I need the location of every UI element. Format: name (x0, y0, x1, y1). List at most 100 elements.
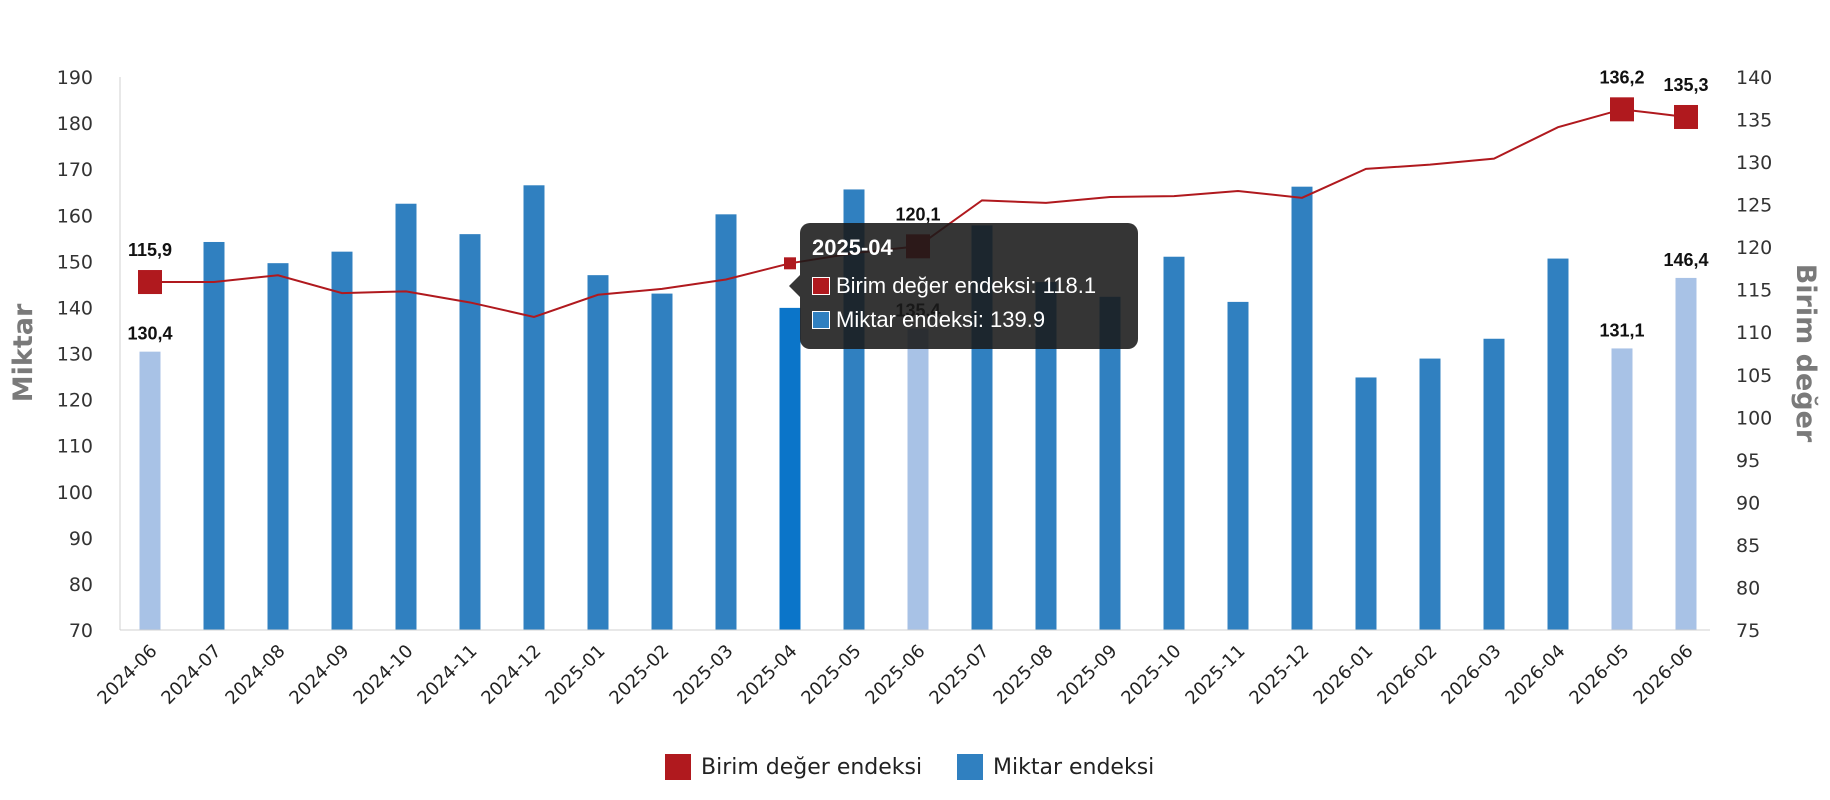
x-tick-label: 2025-10 (1117, 641, 1185, 709)
y-right-tick-label: 95 (1736, 450, 1760, 472)
x-tick-label: 2024-08 (221, 641, 289, 709)
x-tick-label: 2024-10 (349, 641, 417, 709)
x-tick-label: 2026-03 (1437, 641, 1505, 709)
y-right-tick-label: 90 (1736, 492, 1760, 514)
x-tick-label: 2024-09 (285, 641, 353, 709)
bar-2025-06 (907, 328, 929, 630)
y-right-tick-label: 100 (1736, 407, 1772, 429)
x-tick-label: 2025-02 (605, 641, 673, 709)
y-left-tick-label: 90 (69, 528, 93, 550)
y-right-tick-label: 125 (1736, 195, 1772, 217)
bar-2024-09 (331, 251, 353, 631)
tooltip-swatch-birim (812, 277, 830, 295)
tooltip-text-miktar: Miktar endeksi: 139.9 (836, 307, 1046, 332)
x-tick-label: 2025-09 (1053, 641, 1121, 709)
legend-swatch (957, 754, 983, 780)
bar-2025-01 (587, 275, 609, 630)
tooltip-text-birim: Birim değer endeksi: 118.1 (836, 273, 1097, 298)
line-data-label: 115,9 (128, 240, 172, 260)
x-tick-label: 2025-08 (989, 641, 1057, 709)
bar-2025-03 (715, 214, 737, 630)
y-left-tick-label: 70 (69, 620, 93, 642)
line-marker-2026-05 (1610, 97, 1634, 122)
tooltip-title: 2025-04 (812, 235, 893, 260)
y-axis-left-title: Miktar (8, 303, 39, 402)
y-left-tick-label: 100 (57, 482, 93, 504)
bar-2026-06 (1675, 277, 1697, 630)
y-left-tick-label: 190 (57, 67, 93, 89)
y-left-tick-label: 140 (57, 297, 93, 319)
y-right-tick-label: 140 (1736, 67, 1772, 89)
x-tick-label: 2025-05 (797, 641, 865, 709)
bar-2025-08 (1035, 282, 1057, 630)
bar-data-label: 146,4 (1663, 250, 1708, 270)
bar-2025-02 (651, 293, 673, 630)
bar-2024-07 (203, 241, 225, 630)
bar-2024-08 (267, 263, 289, 630)
y-right-tick-label: 75 (1736, 620, 1760, 642)
y-right-tick-label: 85 (1736, 535, 1760, 557)
bar-2025-09 (1099, 296, 1121, 630)
bar-2024-12 (523, 185, 545, 630)
bar-2026-04 (1547, 258, 1569, 630)
legend-label: Birim değer endeksi (701, 755, 922, 780)
x-tick-label: 2025-12 (1245, 641, 1313, 709)
y-left-tick-label: 120 (57, 390, 93, 412)
bar-2025-12 (1291, 186, 1313, 630)
legend-swatch (665, 754, 691, 780)
bar-2024-10 (395, 203, 417, 630)
x-tick-label: 2026-06 (1629, 641, 1697, 709)
y-left-tick-label: 160 (57, 205, 93, 227)
x-tick-label: 2024-12 (477, 641, 545, 709)
y-right-tick-label: 130 (1736, 152, 1772, 174)
tooltip-row-birim: Birim değer endeksi: 118.1 (812, 273, 1126, 299)
y-axis-right-title: Birim değer (1790, 264, 1821, 443)
y-right-tick-label: 135 (1736, 110, 1772, 132)
x-tick-label: 2025-03 (669, 641, 737, 709)
legend: Birim değer endeksi Miktar endeksi (665, 754, 1154, 780)
line-marker-2024-06 (138, 270, 162, 295)
y-right-tick-label: 80 (1736, 577, 1760, 599)
x-tick-label: 2024-11 (413, 641, 481, 709)
line-data-label: 135,3 (1663, 75, 1708, 95)
line-marker-2026-06 (1674, 104, 1698, 129)
tooltip-swatch-miktar (812, 311, 830, 329)
bar-2024-11 (459, 234, 481, 630)
y-left-tick-label: 80 (69, 574, 93, 596)
x-tick-label: 2025-06 (861, 641, 929, 709)
y-right-tick-label: 105 (1736, 365, 1772, 387)
y-left-tick-label: 150 (57, 251, 93, 273)
bar-2025-11 (1227, 301, 1249, 630)
bar-2026-01 (1355, 377, 1377, 630)
tooltip: 2025-04 Birim değer endeksi: 118.1 Mikta… (789, 223, 1138, 349)
bar-2026-02 (1419, 358, 1441, 630)
line-data-label: 136,2 (1599, 67, 1644, 87)
y-right-tick-label: 115 (1736, 280, 1772, 302)
y-left-tick-label: 170 (57, 159, 93, 181)
y-right-tick-label: 120 (1736, 237, 1772, 259)
bar-2026-03 (1483, 338, 1505, 630)
line-marker-hover (784, 257, 796, 270)
x-tick-label: 2026-04 (1501, 641, 1569, 709)
bar-series-miktar (139, 185, 1697, 631)
x-tick-label: 2025-11 (1181, 641, 1249, 709)
y-left-tick-label: 130 (57, 344, 93, 366)
tooltip-row-miktar: Miktar endeksi: 139.9 (812, 307, 1126, 333)
x-tick-label: 2026-05 (1565, 641, 1633, 709)
bar-data-label: 131,1 (1599, 320, 1644, 340)
y-right-tick-label: 110 (1736, 322, 1772, 344)
x-tick-label: 2025-01 (541, 641, 609, 709)
bar-data-label: 130,4 (127, 324, 172, 344)
y-left-tick-label: 180 (57, 113, 93, 135)
x-tick-label: 2026-01 (1309, 641, 1377, 709)
bar-2025-04 (779, 307, 801, 630)
y-left-tick-label: 110 (57, 436, 93, 458)
x-tick-label: 2025-07 (925, 641, 993, 709)
bar-2025-10 (1163, 256, 1185, 630)
bar-2026-05 (1611, 348, 1633, 630)
x-tick-label: 2025-04 (733, 641, 801, 709)
legend-label: Miktar endeksi (993, 755, 1154, 780)
bar-2024-06 (139, 351, 161, 630)
line-data-label: 120,1 (895, 204, 940, 224)
